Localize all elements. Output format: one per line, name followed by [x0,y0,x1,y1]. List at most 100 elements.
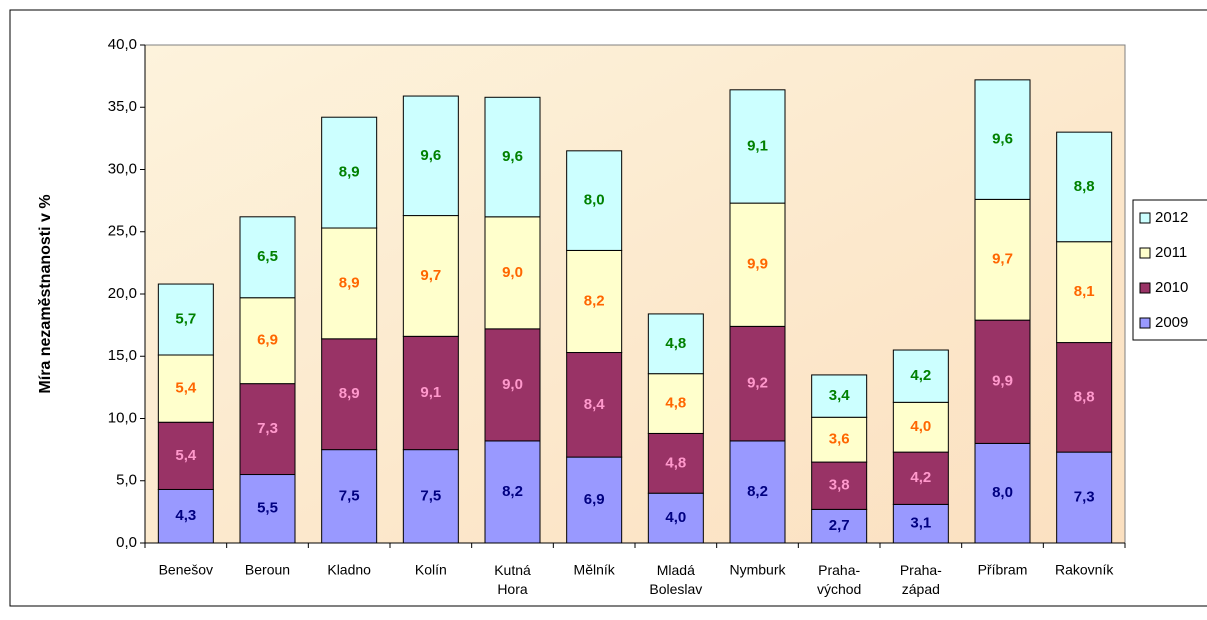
x-tick-label: Praha-západ [900,562,942,597]
bar-segment [321,116,378,229]
x-tick-label: Mladá Boleslav [649,562,702,597]
value-label: 9,6 [502,148,523,165]
value-label: 7,5 [339,487,360,504]
value-label: 8,0 [992,484,1013,501]
value-label: 8,9 [339,274,360,291]
bar-segment [402,95,459,217]
bar-segment [647,313,704,375]
value-label: 7,3 [1074,489,1095,506]
value-label: 5,5 [257,500,278,517]
bar-segment [729,89,786,204]
value-label: 9,2 [747,375,768,392]
value-label: 5,4 [175,447,197,464]
bar-segment [321,227,378,340]
bar-segment [811,508,868,544]
bar-segment [1056,131,1113,243]
bar-segment [321,449,378,544]
value-label: 9,6 [992,131,1013,148]
value-label: 3,1 [910,515,931,532]
bar-segment [892,451,949,505]
value-label: 9,7 [992,251,1013,268]
value-label: 8,2 [502,483,523,500]
value-label: 8,2 [584,292,605,309]
bar-segment [974,319,1031,444]
value-label: 8,4 [584,396,606,413]
x-tick-label: Příbram [978,562,1028,578]
bar-segment [1056,241,1113,344]
value-label: 7,3 [257,420,278,437]
y-tick-label: 5,0 [116,472,137,489]
bar-segment [157,283,214,356]
y-tick-label: 10,0 [108,409,137,426]
x-tick-label: Beroun [245,562,290,578]
bar-segment [974,79,1031,200]
bar-segment [892,349,949,403]
y-tick-label: 30,0 [108,160,137,177]
bar-segment [892,503,949,544]
x-tick-label: Kutná Hora [494,562,531,597]
bar-segment [157,354,214,423]
bar-segment [729,325,786,442]
value-label: 8,8 [1074,388,1095,405]
legend-swatch [1139,317,1151,329]
bar-segment [484,328,541,442]
value-label: 8,0 [584,192,605,209]
x-tick-label: Benešov [159,562,213,578]
legend-label: 2012 [1155,209,1188,226]
value-label: 7,5 [420,487,441,504]
bar-segment [321,338,378,451]
value-label: 9,7 [420,267,441,284]
bar-segment [1056,451,1113,544]
y-tick-label: 0,0 [116,534,137,551]
value-label: 4,0 [910,418,931,435]
value-label: 5,4 [175,380,197,397]
bar-segment [484,96,541,218]
bar-segment [566,150,623,251]
y-tick-label: 25,0 [108,223,137,240]
value-label: 3,6 [829,431,850,448]
value-label: 8,2 [747,483,768,500]
bar-segment [811,416,868,463]
value-label: 8,9 [339,164,360,181]
value-label: 6,9 [257,332,278,349]
legend-swatch [1139,247,1151,259]
value-label: 2,7 [829,517,850,534]
legend-swatch [1139,212,1151,224]
value-label: 9,1 [747,137,768,154]
bar-segment [484,440,541,544]
x-tick-label: Praha-východ [817,562,861,597]
bar-segment [729,202,786,327]
bar-segment [239,383,296,476]
bar-segment [974,198,1031,321]
value-label: 8,8 [1074,178,1095,195]
bar-segment [974,442,1031,544]
value-label: 9,0 [502,264,523,281]
value-label: 9,0 [502,376,523,393]
bar-segment [402,449,459,544]
value-label: 4,8 [665,335,686,352]
bar-segment [647,432,704,494]
bar-segment [566,249,623,354]
bar-segment [239,474,296,544]
legend-swatch [1139,282,1151,294]
value-label: 3,8 [829,477,850,494]
legend-label: 2011 [1155,244,1187,261]
value-label: 8,1 [1074,283,1095,300]
plot-area [144,44,1126,544]
x-tick-label: Rakovník [1055,562,1114,578]
value-label: 4,2 [910,367,931,384]
y-tick-label: 20,0 [108,285,137,302]
bar-segment [1056,342,1113,453]
bar-segment [892,401,949,453]
y-tick-label: 35,0 [108,98,137,115]
value-label: 4,3 [175,507,196,524]
value-label: 6,9 [584,491,605,508]
x-tick-label: Kladno [327,562,371,578]
y-tick-label: 40,0 [108,36,137,53]
value-label: 4,8 [665,395,686,412]
value-label: 9,9 [747,256,768,273]
x-tick-label: Mělník [574,562,616,578]
value-label: 5,7 [175,310,196,327]
legend-label: 2009 [1155,314,1188,331]
